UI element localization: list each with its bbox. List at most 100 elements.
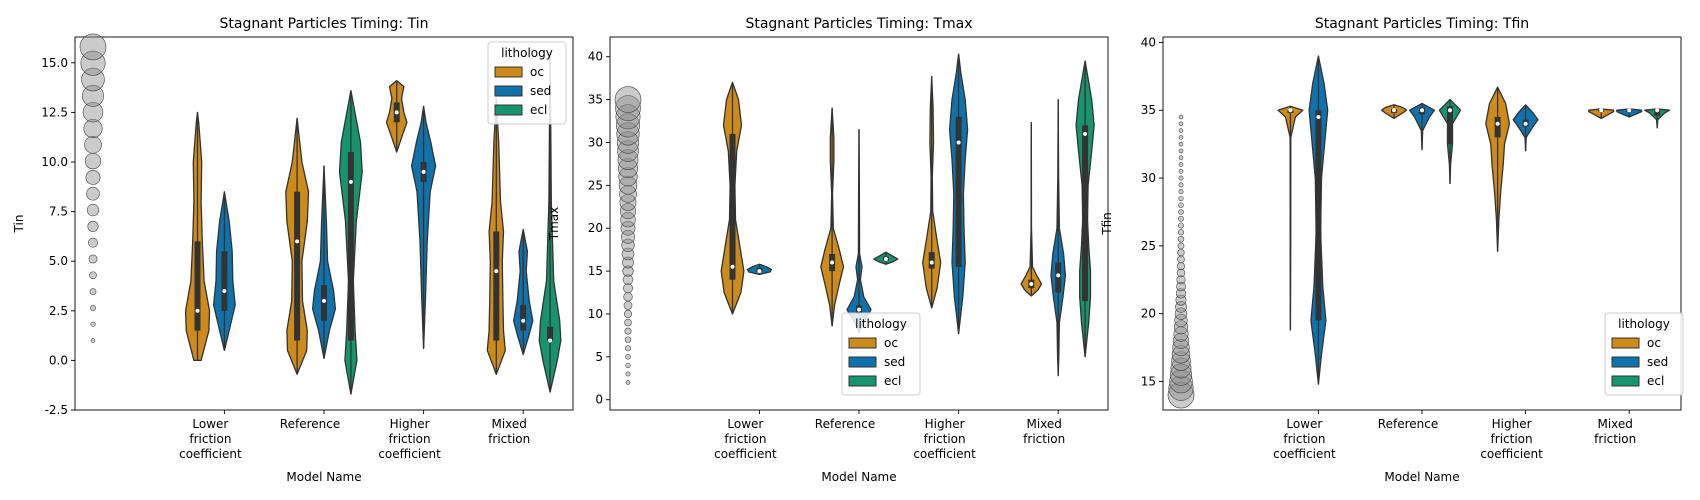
x-tick-label: Higher xyxy=(390,417,430,431)
y-tick-label: -2.5 xyxy=(45,403,68,417)
violin-median xyxy=(322,298,326,303)
bubble-mark xyxy=(614,86,642,113)
violin-box xyxy=(520,304,527,331)
bubble-mark xyxy=(1178,182,1184,188)
bubble-mark xyxy=(86,186,100,201)
bubble-mark xyxy=(1169,369,1193,394)
bubble-mark xyxy=(623,283,633,294)
legend-label-sed: sed xyxy=(530,84,551,98)
bubble-mark xyxy=(1178,121,1184,127)
bubble-mark xyxy=(88,254,98,264)
bubble-mark xyxy=(1167,381,1195,409)
violin-median xyxy=(1655,108,1660,113)
bubble-mark xyxy=(620,220,636,236)
violin-box xyxy=(294,191,301,341)
x-tick-label: friction xyxy=(1491,432,1533,446)
y-tick-label: 5.0 xyxy=(49,254,68,268)
bubble-mark xyxy=(1175,288,1187,299)
bubble-mark xyxy=(1170,357,1192,379)
violin-median xyxy=(1627,108,1632,113)
y-tick-label: 15 xyxy=(1141,375,1156,389)
violin-median xyxy=(757,269,762,274)
x-tick-label: friction xyxy=(1594,432,1636,446)
x-tick-label: Reference xyxy=(1378,417,1438,431)
bubble-mark xyxy=(1176,268,1186,278)
bubble-mark xyxy=(1177,249,1185,257)
x-tick-label: coefficient xyxy=(1480,447,1543,461)
y-axis-label: Tfin xyxy=(1100,212,1114,236)
bubble-mark xyxy=(85,170,101,185)
legend: lithology oc sed ecl xyxy=(487,41,567,125)
bubble-mark xyxy=(1172,339,1190,357)
legend-title: lithology xyxy=(501,46,553,60)
violin-median xyxy=(883,257,888,262)
bubble-mark xyxy=(1178,175,1184,181)
bubble-mark xyxy=(615,104,641,130)
legend-label-sed: sed xyxy=(884,355,905,369)
y-tick-label: 10.0 xyxy=(41,155,68,169)
violin-box xyxy=(194,241,201,331)
legend-label-ecl: ecl xyxy=(530,103,547,117)
x-tick-label: friction xyxy=(389,432,431,446)
x-tick-label: Lower xyxy=(192,417,228,431)
bubble-mark xyxy=(83,118,103,138)
bubble-mark xyxy=(1171,345,1191,364)
bubble-mark xyxy=(1178,168,1184,174)
y-axis-label: Tmax xyxy=(547,207,561,241)
bubble-mark xyxy=(619,185,637,203)
bubble-mark xyxy=(89,288,97,295)
violin-median xyxy=(1316,115,1321,120)
x-axis-label: Model Name xyxy=(1384,470,1459,484)
y-tick-label: 12.5 xyxy=(41,105,68,119)
legend-label-ecl: ecl xyxy=(1647,374,1664,388)
bubble-mark xyxy=(616,122,640,146)
bubble-mark xyxy=(1174,313,1188,328)
y-tick-label: 30 xyxy=(1141,171,1156,185)
bubble-mark xyxy=(622,274,634,285)
y-tick-label: 0 xyxy=(595,393,603,407)
violin-box xyxy=(347,152,354,341)
bubble-mark xyxy=(90,321,96,327)
legend-label-oc: oc xyxy=(884,336,898,350)
violin-median xyxy=(1288,108,1293,113)
legend-swatch-oc xyxy=(848,337,877,349)
violin-median xyxy=(730,264,735,269)
violin-median xyxy=(956,140,961,145)
bubble-mark xyxy=(625,362,631,368)
violin-box xyxy=(928,252,935,269)
legend-label-sed: sed xyxy=(1647,355,1668,369)
legend: lithology oc sed ecl xyxy=(841,312,921,396)
x-tick-label: Mixed xyxy=(1026,417,1061,431)
violin-median xyxy=(548,338,553,343)
x-axis-label: Model Name xyxy=(286,470,361,484)
chart-title: Stagnant Particles Timing: Tmax xyxy=(745,16,972,32)
bubble-mark xyxy=(1178,148,1184,154)
legend-label-ecl: ecl xyxy=(884,374,901,388)
violin-median xyxy=(195,308,200,313)
x-tick-label: Reference xyxy=(280,417,340,431)
violin-median xyxy=(494,269,499,274)
bubble-mark xyxy=(1177,235,1185,243)
y-tick-label: 15.0 xyxy=(41,56,68,70)
bubble-mark xyxy=(1178,189,1184,195)
violin-median xyxy=(521,318,526,323)
violin-median xyxy=(1029,281,1034,286)
bubble-mark xyxy=(1178,162,1184,167)
y-tick-label: 2.5 xyxy=(49,304,68,318)
violin-median xyxy=(830,260,835,265)
legend-title: lithology xyxy=(855,317,907,331)
legend: lithology oc sed ecl xyxy=(1604,312,1684,396)
violin-median xyxy=(348,179,353,184)
x-tick-label: Higher xyxy=(925,417,965,431)
x-tick-label: friction xyxy=(1023,432,1065,446)
bubble-mark xyxy=(1177,229,1185,236)
y-tick-label: 35 xyxy=(1141,103,1156,117)
bubble-mark xyxy=(1178,141,1184,147)
violin-box xyxy=(493,231,500,341)
y-tick-label: 40 xyxy=(588,50,603,64)
violin-box xyxy=(1494,117,1501,138)
bubble-mark xyxy=(616,131,640,154)
bubble-mark xyxy=(625,354,631,360)
x-tick-label: Mixed xyxy=(491,417,526,431)
violin-median xyxy=(929,260,934,265)
